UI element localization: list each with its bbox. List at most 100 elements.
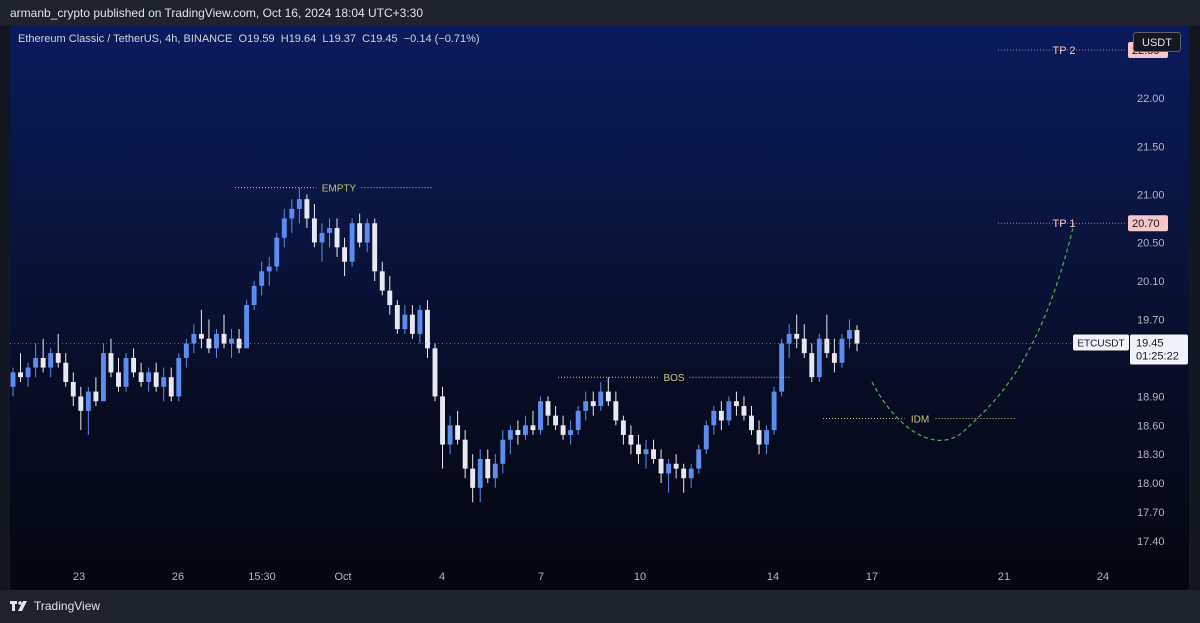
- candle-body: [191, 333, 197, 344]
- candle-body: [756, 430, 762, 445]
- low-value: 19.37: [328, 33, 356, 45]
- candle-body: [711, 410, 717, 426]
- candle-body: [726, 401, 732, 421]
- candle-body: [492, 463, 498, 479]
- close-value: 19.45: [370, 33, 398, 45]
- last-price-value: 19.45: [1136, 338, 1164, 350]
- candle-body: [311, 218, 317, 243]
- candle-body: [402, 314, 408, 330]
- candle-body: [455, 425, 461, 440]
- last-price-countdown: 01:25:22: [1136, 351, 1179, 363]
- currency-button[interactable]: USDT: [1133, 32, 1181, 52]
- chart-area[interactable]: [10, 26, 1189, 590]
- y-tick-label: 18.30: [1137, 449, 1165, 461]
- candle-body: [831, 353, 837, 363]
- candle-body: [93, 391, 99, 402]
- candle-body: [477, 458, 483, 488]
- candle-body: [18, 372, 23, 378]
- x-tick-label: 21: [998, 571, 1010, 583]
- candle-body: [372, 223, 378, 272]
- candle-body: [259, 271, 265, 286]
- y-tick-label: 21.50: [1137, 141, 1165, 153]
- candle-body: [319, 232, 325, 243]
- symbol-title: Ethereum Classic / TetherUS, 4h, BINANCE: [18, 33, 233, 45]
- candle-body: [847, 330, 852, 339]
- candle-body: [839, 338, 845, 363]
- candle-body: [349, 223, 355, 262]
- candle-body: [741, 406, 747, 416]
- change-value: −0.14 (−0.71%): [403, 33, 480, 45]
- candle-body: [515, 430, 521, 435]
- annotation-label: EMPTY: [322, 184, 357, 195]
- tradingview-logo-icon: [10, 601, 27, 611]
- candle-body: [198, 333, 204, 339]
- candle-body: [123, 357, 129, 387]
- candle-body: [25, 367, 31, 378]
- candle-body: [221, 333, 227, 344]
- candle-body: [289, 208, 295, 219]
- x-tick-label: 17: [866, 571, 878, 583]
- x-tick-label: Oct: [334, 571, 351, 583]
- candle-body: [327, 228, 332, 233]
- x-tick-label: 4: [439, 571, 445, 583]
- candle-body: [266, 266, 272, 272]
- candle-body: [100, 353, 106, 402]
- candle-body: [688, 468, 694, 479]
- candle-body: [613, 401, 619, 421]
- candle-body: [40, 357, 46, 368]
- candle-body: [168, 377, 174, 397]
- candle-body: [131, 357, 137, 373]
- projection-path: [871, 223, 1075, 441]
- candle-body: [462, 439, 468, 469]
- y-tick-label: 21.00: [1137, 189, 1165, 201]
- candle-body: [425, 309, 430, 349]
- candle-body: [786, 333, 792, 344]
- target-tag-bg: [1128, 215, 1168, 232]
- candle-body: [673, 463, 679, 469]
- candle-body: [733, 401, 739, 407]
- high-value: 19.64: [288, 33, 317, 45]
- candle-body: [146, 372, 152, 382]
- candle-body: [176, 357, 182, 397]
- low-label: L: [322, 33, 329, 45]
- candle-body: [666, 463, 672, 474]
- candle-body: [620, 420, 626, 435]
- candle-body: [590, 401, 596, 407]
- candle-body: [63, 362, 69, 382]
- y-tick-label: 19.70: [1137, 314, 1165, 326]
- candle-body: [628, 434, 634, 445]
- x-tick-label: 26: [172, 571, 184, 583]
- candle-body: [771, 391, 777, 431]
- publisher-text: armanb_crypto published on TradingView.c…: [10, 6, 424, 20]
- candle-body: [417, 309, 423, 334]
- candle-body: [485, 458, 491, 479]
- candle-body: [364, 223, 370, 243]
- high-label: H: [280, 33, 289, 45]
- candle-body: [470, 468, 476, 488]
- candle-body: [229, 338, 234, 344]
- publisher-bar: armanb_crypto published on TradingView.c…: [0, 0, 1200, 26]
- candle-body: [138, 372, 144, 382]
- candle-body: [816, 338, 822, 378]
- x-tick-label: 14: [767, 571, 779, 583]
- candle-body: [55, 353, 61, 363]
- candle-body: [394, 305, 400, 330]
- candle-body: [636, 444, 641, 455]
- candle-body: [696, 449, 702, 469]
- candle-body: [854, 330, 860, 344]
- candle-body: [108, 353, 114, 373]
- y-tick-label: 17.70: [1137, 507, 1165, 519]
- x-tick-label: 23: [73, 571, 85, 583]
- x-tick-label: 24: [1097, 571, 1109, 583]
- candle-body: [244, 305, 250, 349]
- candle-body: [342, 247, 348, 262]
- y-tick-label: 20.10: [1137, 276, 1165, 288]
- candle-body: [643, 449, 649, 455]
- candle-body: [575, 410, 581, 431]
- candle-body: [779, 343, 785, 392]
- candle-body: [183, 343, 189, 358]
- tradingview-logo[interactable]: TradingView: [10, 599, 100, 613]
- candle-body: [432, 348, 438, 397]
- candle-body: [409, 314, 415, 334]
